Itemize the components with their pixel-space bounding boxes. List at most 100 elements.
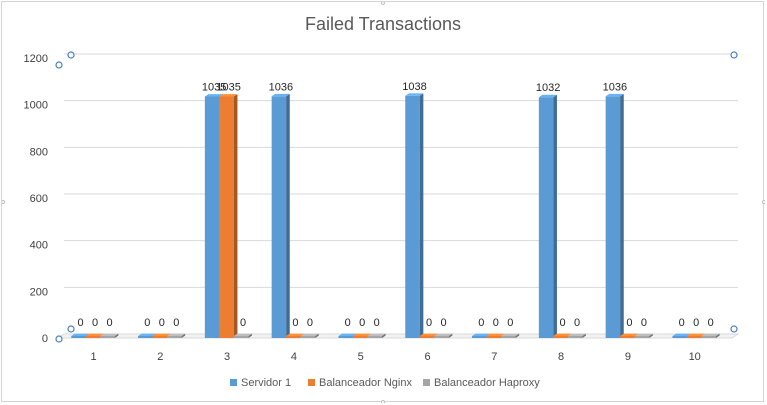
x-tick-label: 4 bbox=[291, 351, 297, 363]
bar-top bbox=[701, 333, 720, 336]
bar[interactable] bbox=[167, 333, 186, 338]
x-tick-label: 7 bbox=[491, 351, 497, 363]
gridlines bbox=[56, 53, 740, 339]
legend-item[interactable]: Servidor 1 bbox=[230, 377, 291, 389]
bar-front bbox=[686, 336, 702, 338]
bars bbox=[71, 93, 720, 339]
data-label: 0 bbox=[626, 317, 632, 329]
data-label: 0 bbox=[292, 317, 298, 329]
frame-handle-icon[interactable] bbox=[762, 200, 766, 204]
data-label: 0 bbox=[440, 317, 446, 329]
data-label: 0 bbox=[574, 317, 580, 329]
bar-side bbox=[419, 93, 424, 339]
data-label: 0 bbox=[106, 317, 112, 329]
legend-swatch bbox=[423, 379, 430, 386]
bar-top bbox=[85, 333, 104, 336]
resize-handle-icon[interactable] bbox=[730, 51, 738, 59]
bar-front bbox=[538, 97, 554, 338]
legend-swatch bbox=[230, 379, 237, 386]
bar[interactable] bbox=[271, 93, 290, 339]
bar-top bbox=[553, 333, 572, 336]
x-tick-label: 6 bbox=[424, 351, 430, 363]
bar-front bbox=[672, 336, 687, 338]
bar-front bbox=[152, 336, 168, 338]
data-label: 0 bbox=[708, 317, 714, 329]
bar-front bbox=[286, 336, 301, 338]
bar[interactable] bbox=[100, 333, 119, 338]
bar-side bbox=[515, 333, 520, 338]
legend[interactable]: Servidor 1 Balanceador Nginx Balanceador H… bbox=[230, 377, 540, 389]
bar-top bbox=[204, 94, 223, 97]
resize-handle-icon[interactable] bbox=[55, 335, 63, 343]
bar-top bbox=[271, 93, 290, 97]
resize-handle-icon[interactable] bbox=[730, 325, 738, 333]
bar[interactable] bbox=[501, 333, 520, 338]
bar[interactable] bbox=[233, 333, 252, 338]
legend-label: Balanceador Haproxy bbox=[434, 377, 540, 389]
x-tick-label: 5 bbox=[358, 351, 364, 363]
bar-top bbox=[71, 333, 90, 336]
bar-side bbox=[448, 333, 453, 338]
bar[interactable] bbox=[605, 93, 624, 339]
frame-handle-icon[interactable] bbox=[2, 200, 5, 204]
data-label: 0 bbox=[345, 317, 351, 329]
bar-side bbox=[582, 333, 586, 338]
bar-top bbox=[286, 333, 305, 336]
data-label: 0 bbox=[641, 317, 647, 329]
legend-item[interactable]: Balanceador Nginx bbox=[308, 377, 412, 389]
x-tick-label: 8 bbox=[558, 351, 564, 363]
bar-front bbox=[85, 336, 101, 338]
bar-top bbox=[605, 93, 624, 97]
bar-side bbox=[233, 94, 238, 338]
bar[interactable] bbox=[300, 333, 319, 338]
data-label: 0 bbox=[307, 317, 313, 329]
bar-front bbox=[138, 336, 153, 338]
resize-handle-icon[interactable] bbox=[67, 51, 75, 59]
bar[interactable] bbox=[434, 333, 453, 338]
bar[interactable] bbox=[701, 333, 720, 338]
resize-handle-icon[interactable] bbox=[67, 325, 75, 333]
bar[interactable] bbox=[567, 333, 586, 338]
bar-front bbox=[605, 96, 621, 339]
bar-top bbox=[367, 333, 386, 336]
bar[interactable] bbox=[538, 94, 557, 338]
bar-top bbox=[138, 333, 157, 336]
frame-handle-icon[interactable] bbox=[381, 400, 385, 404]
data-label: 0 bbox=[240, 317, 246, 329]
x-axis-ticks: 1 2 3 4 5 6 7 8 9 10 bbox=[90, 351, 700, 363]
bar-front bbox=[167, 336, 182, 338]
data-label: 0 bbox=[173, 317, 179, 329]
x-tick-label: 1 bbox=[90, 351, 96, 363]
resize-handle-icon[interactable] bbox=[55, 61, 63, 69]
bar-front bbox=[100, 336, 115, 338]
bar-front bbox=[701, 336, 716, 338]
data-label: 0 bbox=[426, 317, 432, 329]
bar-top bbox=[100, 333, 119, 336]
data-label: 1032 bbox=[536, 82, 560, 94]
data-label: 1036 bbox=[269, 81, 293, 93]
bar-side bbox=[114, 333, 119, 338]
y-tick-label: 200 bbox=[30, 286, 48, 298]
bar-front bbox=[352, 336, 368, 338]
data-label: 0 bbox=[560, 317, 566, 329]
bar-side bbox=[181, 333, 186, 338]
legend-item[interactable]: Balanceador Haproxy bbox=[423, 377, 540, 389]
bar-top bbox=[434, 333, 453, 336]
bar-top bbox=[419, 333, 438, 336]
bar[interactable] bbox=[367, 333, 386, 338]
bar[interactable] bbox=[219, 94, 238, 338]
data-label: 1035 bbox=[216, 82, 240, 94]
bar-top bbox=[233, 333, 252, 336]
bar-top bbox=[219, 94, 238, 97]
bar[interactable] bbox=[405, 93, 424, 339]
frame-handle-icon[interactable] bbox=[381, 2, 385, 5]
bar[interactable] bbox=[634, 333, 653, 338]
data-label: 0 bbox=[144, 317, 150, 329]
data-label: 0 bbox=[493, 317, 499, 329]
data-label: 0 bbox=[159, 317, 165, 329]
bar-front bbox=[434, 336, 449, 338]
bar-side bbox=[715, 333, 720, 338]
bar-front bbox=[501, 336, 516, 338]
